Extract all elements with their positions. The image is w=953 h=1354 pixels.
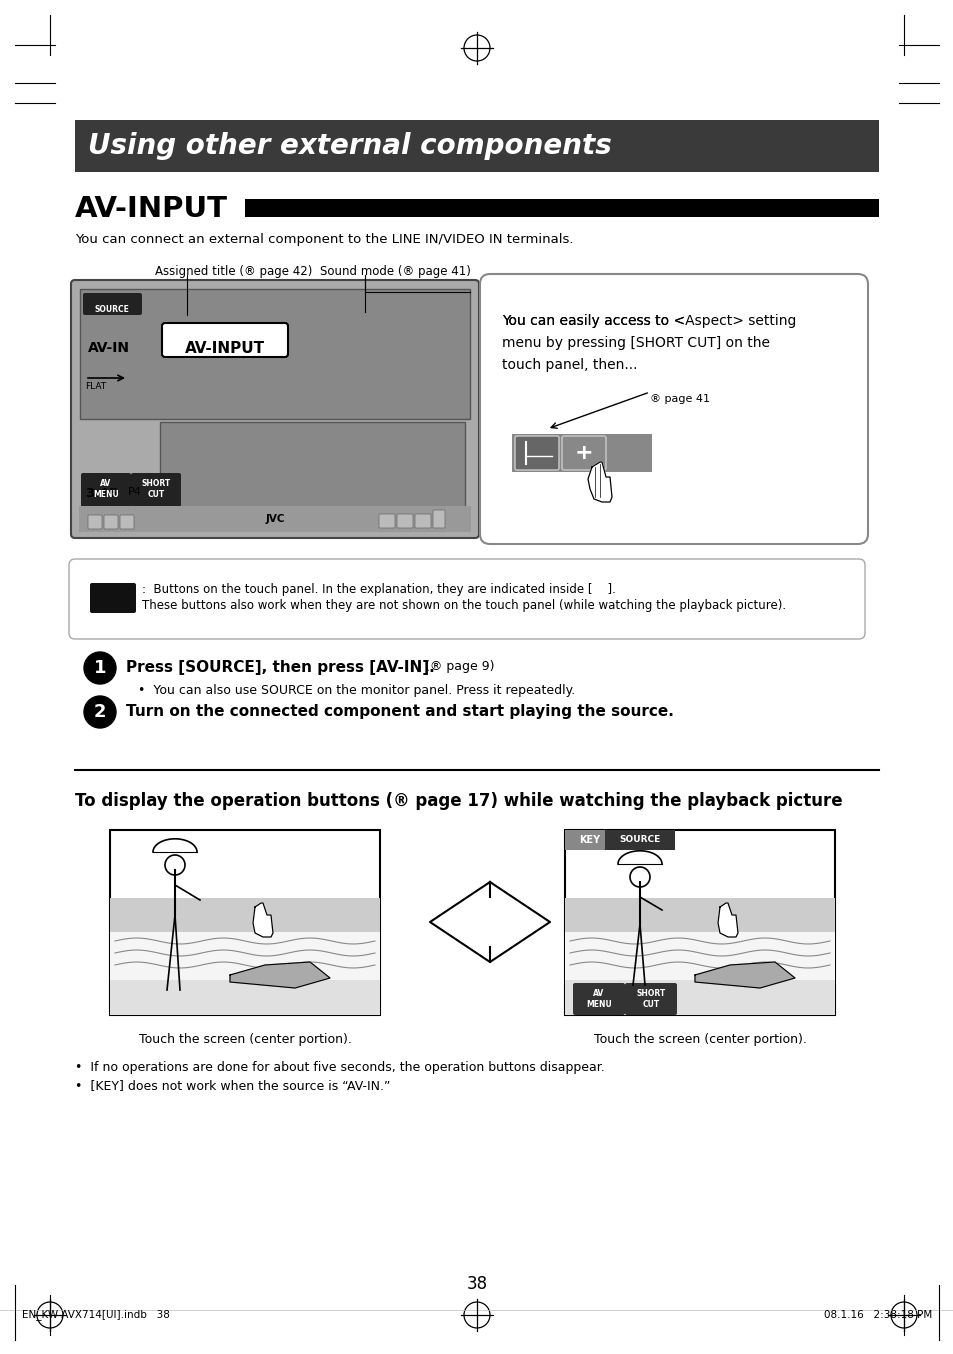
Text: To display the operation buttons (® page 17) while watching the playback picture: To display the operation buttons (® page… (75, 792, 841, 810)
Bar (110, 980, 379, 1016)
FancyBboxPatch shape (83, 292, 142, 315)
Text: •  If no operations are done for about five seconds, the operation buttons disap: • If no operations are done for about fi… (75, 1062, 604, 1074)
FancyBboxPatch shape (479, 274, 867, 544)
Text: AV
MENU: AV MENU (585, 990, 611, 1009)
FancyBboxPatch shape (90, 584, 136, 613)
FancyBboxPatch shape (131, 473, 181, 506)
Bar (564, 899, 834, 932)
FancyBboxPatch shape (81, 473, 131, 506)
Bar (564, 830, 669, 850)
Text: :  Buttons on the touch panel. In the explanation, they are indicated inside [  : : Buttons on the touch panel. In the exp… (142, 584, 616, 596)
Text: 38: 38 (466, 1275, 487, 1293)
Bar (160, 422, 464, 506)
FancyBboxPatch shape (415, 515, 431, 528)
Bar (80, 288, 470, 418)
Text: You can easily access to <Aspect> setting: You can easily access to <Aspect> settin… (501, 314, 796, 328)
Bar (564, 932, 834, 1016)
Circle shape (84, 653, 116, 684)
FancyBboxPatch shape (88, 515, 102, 529)
FancyBboxPatch shape (561, 436, 605, 470)
Text: ® page 41: ® page 41 (649, 394, 709, 403)
Circle shape (84, 696, 116, 728)
Text: You can connect an external component to the LINE IN/VIDEO IN terminals.: You can connect an external component to… (75, 233, 573, 246)
FancyBboxPatch shape (624, 983, 677, 1016)
Text: Press [SOURCE], then press [AV-IN].: Press [SOURCE], then press [AV-IN]. (126, 659, 435, 676)
Bar (110, 899, 379, 932)
FancyBboxPatch shape (69, 559, 864, 639)
Text: P4: P4 (128, 487, 142, 497)
Polygon shape (718, 903, 738, 937)
FancyBboxPatch shape (120, 515, 133, 529)
Text: Turn on the connected component and start playing the source.: Turn on the connected component and star… (126, 704, 673, 719)
Text: SOURCE: SOURCE (618, 835, 659, 845)
Text: You can easily access to <: You can easily access to < (501, 314, 684, 328)
Text: touch panel, then...: touch panel, then... (501, 357, 637, 372)
FancyBboxPatch shape (396, 515, 413, 528)
FancyBboxPatch shape (573, 983, 624, 1016)
Text: Sound mode (® page 41): Sound mode (® page 41) (319, 265, 471, 278)
Text: •  You can also use SOURCE on the monitor panel. Press it repeatedly.: • You can also use SOURCE on the monitor… (138, 684, 575, 697)
Text: menu by pressing [SHORT CUT] on the: menu by pressing [SHORT CUT] on the (501, 336, 769, 349)
Text: 3:45: 3:45 (85, 487, 118, 500)
Text: AV
MENU: AV MENU (93, 479, 119, 498)
Text: 08.1.16   2:38:18 PM: 08.1.16 2:38:18 PM (822, 1311, 931, 1320)
Bar (564, 830, 834, 1016)
Bar (79, 506, 471, 532)
Text: (® page 9): (® page 9) (420, 659, 494, 673)
FancyBboxPatch shape (162, 324, 288, 357)
Text: 2: 2 (93, 703, 106, 720)
Text: AV-IN: AV-IN (88, 341, 130, 355)
Text: +: + (574, 443, 593, 463)
FancyBboxPatch shape (104, 515, 118, 529)
Text: 1: 1 (93, 659, 106, 677)
Text: KEY: KEY (578, 835, 600, 845)
Text: Touch the screen (center portion).: Touch the screen (center portion). (593, 1033, 805, 1047)
Text: JVC: JVC (265, 515, 284, 524)
Bar (110, 830, 379, 1016)
Bar (512, 435, 651, 473)
Polygon shape (230, 961, 330, 988)
Polygon shape (587, 462, 612, 502)
Text: FLAT: FLAT (85, 382, 106, 391)
Text: SOURCE: SOURCE (94, 305, 130, 314)
FancyBboxPatch shape (71, 280, 478, 538)
Text: SHORT
CUT: SHORT CUT (141, 479, 171, 498)
Text: EN_KW-AVX714[UI].indb   38: EN_KW-AVX714[UI].indb 38 (22, 1309, 170, 1320)
Bar (604, 830, 675, 850)
Polygon shape (430, 881, 550, 961)
Text: •  [KEY] does not work when the source is “AV-IN.”: • [KEY] does not work when the source is… (75, 1079, 390, 1091)
FancyBboxPatch shape (378, 515, 395, 528)
Text: SHORT
CUT: SHORT CUT (636, 990, 665, 1009)
FancyBboxPatch shape (515, 436, 558, 470)
Bar (564, 980, 834, 1016)
Polygon shape (253, 903, 273, 937)
Bar (245, 199, 878, 217)
Bar (110, 932, 379, 1016)
Text: Using other external components: Using other external components (88, 131, 611, 160)
Text: AV-INPUT: AV-INPUT (185, 341, 265, 356)
Text: AV-INPUT: AV-INPUT (75, 195, 228, 223)
Bar (75, 121, 878, 172)
Polygon shape (695, 961, 794, 988)
FancyBboxPatch shape (433, 510, 444, 528)
Text: These buttons also work when they are not shown on the touch panel (while watchi: These buttons also work when they are no… (142, 598, 785, 612)
Text: Touch the screen (center portion).: Touch the screen (center portion). (138, 1033, 351, 1047)
Text: Assigned title (® page 42): Assigned title (® page 42) (154, 265, 312, 278)
